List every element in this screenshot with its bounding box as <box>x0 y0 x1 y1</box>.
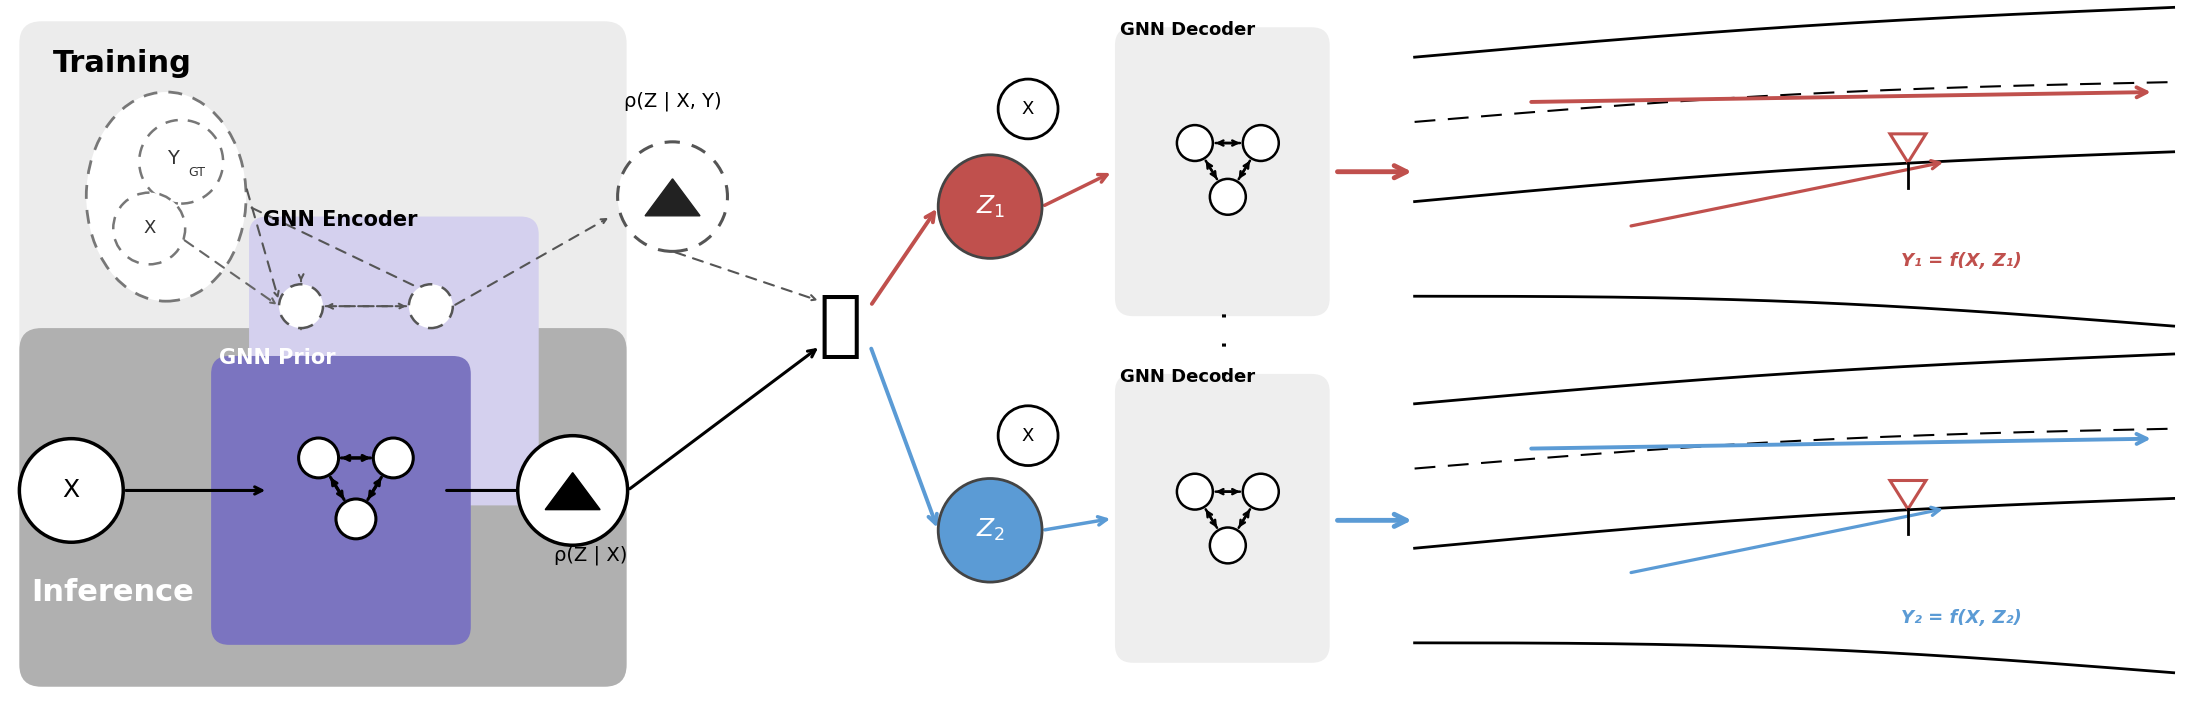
Text: Y₁ = f(X, Z₁): Y₁ = f(X, Z₁) <box>1901 252 2022 270</box>
Circle shape <box>138 120 224 203</box>
Circle shape <box>1178 125 1213 161</box>
FancyBboxPatch shape <box>20 328 627 687</box>
Circle shape <box>20 438 123 542</box>
Text: Y: Y <box>167 149 180 168</box>
FancyBboxPatch shape <box>250 217 539 505</box>
Text: X: X <box>143 220 156 237</box>
Text: 👍: 👍 <box>818 292 862 361</box>
Circle shape <box>298 438 338 478</box>
Text: Y₂ = f(X, Z₂): Y₂ = f(X, Z₂) <box>1901 609 2022 627</box>
Text: GT: GT <box>189 166 206 179</box>
Circle shape <box>939 479 1042 582</box>
Text: GNN Decoder: GNN Decoder <box>1121 21 1254 40</box>
Polygon shape <box>1890 134 1925 162</box>
FancyBboxPatch shape <box>1114 374 1329 663</box>
Polygon shape <box>546 472 601 510</box>
Circle shape <box>1243 474 1279 510</box>
Polygon shape <box>645 179 700 216</box>
Circle shape <box>998 406 1057 465</box>
Circle shape <box>998 79 1057 139</box>
Text: $Z_1$: $Z_1$ <box>976 193 1004 220</box>
Text: $Z_2$: $Z_2$ <box>976 517 1004 544</box>
Circle shape <box>279 285 322 328</box>
Circle shape <box>1178 474 1213 510</box>
Circle shape <box>618 142 728 251</box>
Circle shape <box>114 193 184 264</box>
Text: GNN Decoder: GNN Decoder <box>1121 368 1254 386</box>
Circle shape <box>408 285 452 328</box>
Text: GNN Prior: GNN Prior <box>219 348 336 368</box>
Ellipse shape <box>86 92 246 301</box>
Text: ρ(Z | X): ρ(Z | X) <box>555 545 627 565</box>
Polygon shape <box>1890 481 1925 509</box>
Circle shape <box>939 155 1042 258</box>
FancyBboxPatch shape <box>211 356 471 645</box>
Circle shape <box>518 436 627 545</box>
Text: X: X <box>64 479 79 503</box>
Circle shape <box>1211 527 1246 563</box>
Circle shape <box>336 499 375 539</box>
Circle shape <box>1243 125 1279 161</box>
Text: X: X <box>1022 426 1035 445</box>
Text: Training: Training <box>53 49 193 78</box>
Circle shape <box>373 438 412 478</box>
Circle shape <box>1211 179 1246 215</box>
Text: Inference: Inference <box>31 578 195 607</box>
Text: GNN Encoder: GNN Encoder <box>263 210 417 230</box>
FancyBboxPatch shape <box>20 21 627 687</box>
Text: X: X <box>1022 100 1035 118</box>
Text: ρ(Z | X, Y): ρ(Z | X, Y) <box>623 92 721 112</box>
Text: ·  ·  ·: · · · <box>1213 310 1241 378</box>
FancyBboxPatch shape <box>1114 28 1329 316</box>
